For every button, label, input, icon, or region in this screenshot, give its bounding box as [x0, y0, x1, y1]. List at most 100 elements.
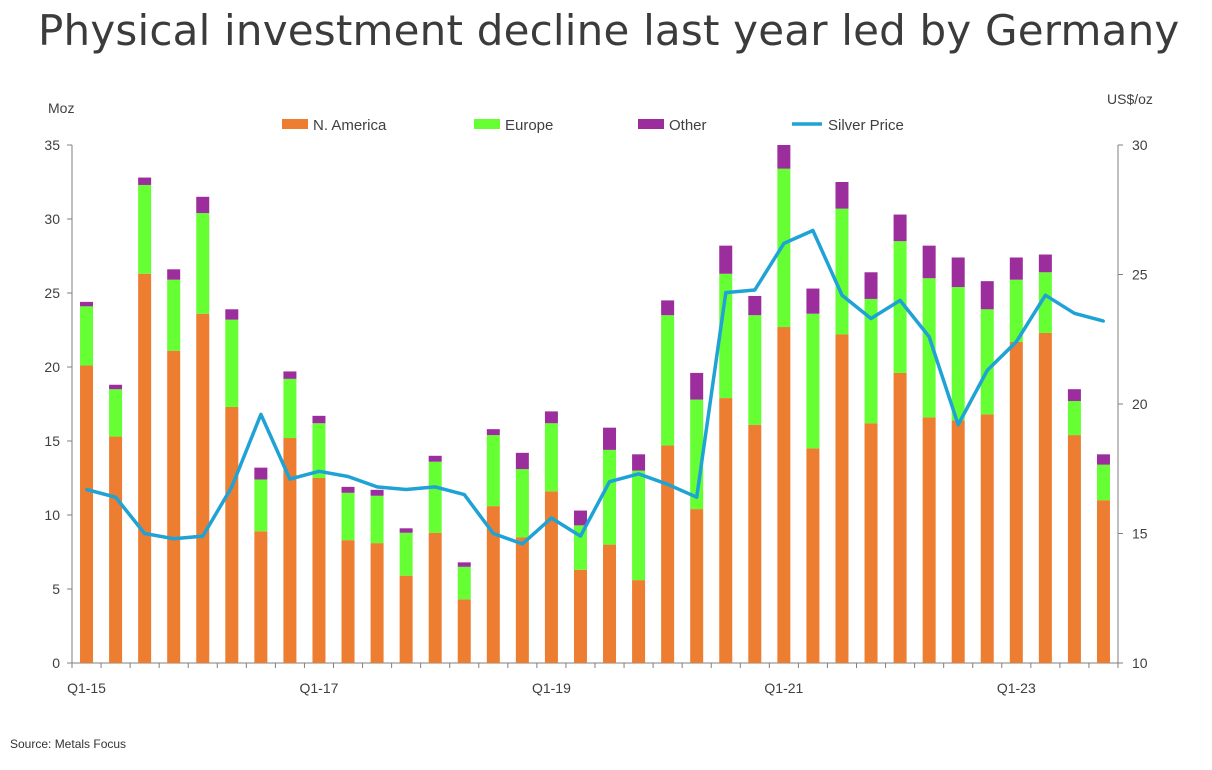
y-right-tick-label: 15: [1132, 526, 1148, 542]
silver-price-point: [230, 485, 234, 489]
silver-price-point: [898, 298, 902, 302]
bar-europe: [370, 495, 384, 544]
silver-price-point: [491, 532, 495, 535]
silver-price-point: [433, 485, 437, 489]
bar-n-america: [544, 491, 558, 663]
bar-europe: [254, 479, 268, 532]
bar-n-america: [835, 334, 849, 663]
silver-price-point: [172, 537, 176, 541]
silver-price-point: [637, 472, 641, 476]
silver-price-point: [608, 480, 612, 484]
legend-label: Europe: [505, 117, 553, 134]
silver-price-point: [985, 368, 989, 372]
silver-price-point: [811, 228, 815, 232]
silver-price-point: [695, 495, 699, 499]
bar-n-america: [167, 350, 181, 663]
bar-europe: [632, 470, 646, 581]
source-note: Source: Metals Focus: [10, 737, 127, 751]
bar-europe: [312, 423, 326, 478]
silver-price-point: [462, 493, 466, 497]
bar-other: [544, 411, 558, 424]
bar-other: [428, 455, 442, 462]
bar-n-america: [573, 569, 587, 663]
silver-price-point: [143, 532, 147, 535]
bar-other: [806, 288, 820, 314]
bar-n-america: [748, 424, 762, 663]
bar-europe: [138, 184, 152, 274]
bar-other: [951, 257, 965, 288]
bar-europe: [1096, 464, 1110, 501]
bar-europe: [806, 313, 820, 449]
bar-other: [80, 301, 94, 307]
bar-other: [341, 486, 355, 493]
bar-europe: [109, 389, 123, 437]
bar-n-america: [428, 532, 442, 663]
bar-other: [138, 177, 152, 185]
bar-n-america: [719, 398, 733, 663]
y-right-tick-label: 25: [1132, 267, 1148, 283]
bar-n-america: [196, 313, 210, 663]
bars-group: [80, 145, 1110, 663]
silver-price-point: [288, 477, 292, 481]
x-tick-label: Q1-17: [300, 680, 339, 696]
bar-other: [661, 300, 675, 316]
bar-europe: [196, 213, 210, 314]
bar-europe: [428, 461, 442, 533]
bar-n-america: [225, 406, 239, 663]
silver-price-point: [85, 487, 89, 491]
bar-n-america: [370, 543, 384, 663]
y-left-tick-label: 35: [44, 137, 60, 153]
bar-other: [690, 372, 704, 400]
silver-price-point: [375, 485, 379, 489]
y-right-axis-label: US$/oz: [1107, 91, 1153, 107]
bar-europe: [80, 306, 94, 366]
silver-price-line: [86, 228, 1104, 546]
bar-europe: [573, 525, 587, 570]
legend-swatch: [282, 119, 308, 129]
silver-price-point: [840, 293, 844, 297]
bar-n-america: [1096, 500, 1110, 663]
silver-price-point: [666, 482, 670, 486]
silver-price-point: [782, 241, 786, 245]
bar-europe: [864, 298, 878, 424]
bar-n-america: [632, 580, 646, 663]
bar-n-america: [1067, 435, 1081, 663]
bar-europe: [893, 241, 907, 373]
bar-other: [1096, 454, 1110, 465]
silver-price-point: [317, 469, 321, 473]
bar-europe: [980, 309, 994, 415]
silver-price-point: [1014, 340, 1018, 344]
bar-n-america: [661, 445, 675, 663]
bar-europe: [835, 208, 849, 335]
bar-n-america: [312, 478, 326, 663]
bar-other: [603, 427, 617, 450]
bar-europe: [225, 319, 239, 407]
axes-group: 0 5 10 15 20 25 30 35 10 15 20 25 30 Moz US$/oz Q1-15 Q1…: [44, 91, 1153, 696]
bar-other: [312, 415, 326, 424]
bar-other: [109, 384, 123, 390]
bar-europe: [951, 287, 965, 421]
bar-other: [893, 214, 907, 242]
bar-n-america: [980, 414, 994, 663]
bar-other: [196, 196, 210, 214]
bar-n-america: [1038, 332, 1052, 663]
y-left-tick-label: 10: [44, 507, 60, 523]
price-line-group: [85, 228, 1105, 546]
silver-price-point: [114, 495, 118, 499]
legend-label: Other: [669, 117, 707, 134]
silver-price-point: [753, 288, 757, 292]
x-tick-label: Q1-23: [997, 680, 1036, 696]
bar-europe: [777, 168, 791, 328]
bar-other: [457, 562, 471, 567]
y-left-tick-label: 20: [44, 359, 60, 375]
bar-other: [748, 295, 762, 316]
bar-europe: [515, 469, 529, 538]
bar-europe: [603, 449, 617, 545]
bar-n-america: [109, 436, 123, 663]
bar-europe: [399, 532, 413, 576]
bar-n-america: [254, 531, 268, 663]
silver-price-point: [549, 516, 553, 520]
y-left-tick-label: 0: [52, 655, 60, 671]
bar-n-america: [138, 273, 152, 663]
bar-other: [515, 452, 529, 470]
